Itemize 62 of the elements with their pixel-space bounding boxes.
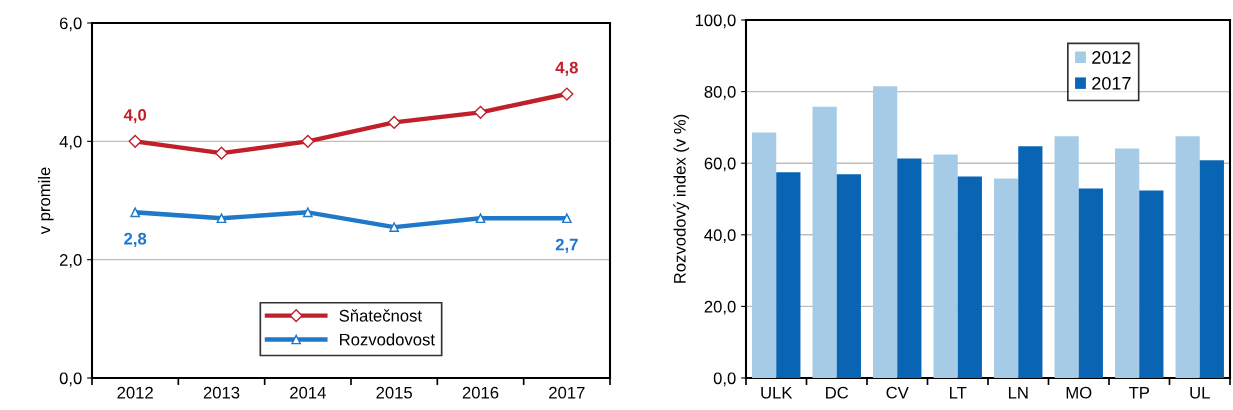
point [475, 213, 486, 224]
y-tick-label: 80,0 [704, 86, 736, 100]
x-tick-label: DC [826, 386, 849, 399]
data-label: 4,0 [123, 109, 147, 124]
legend-label: 2012 [1092, 51, 1131, 64]
bar [776, 172, 801, 378]
y-tick-label: 20,0 [704, 300, 736, 315]
bar [933, 154, 958, 378]
y-tick-label: 0,0 [713, 372, 736, 387]
bar [1175, 136, 1200, 378]
legend-label: Rozvodovost [340, 333, 435, 346]
y-tick-label: 6,0 [59, 17, 82, 32]
y-tick-label: 4,0 [59, 135, 82, 150]
bar [1139, 190, 1164, 378]
x-tick-label: 2012 [117, 386, 153, 399]
bar [1054, 136, 1079, 378]
point [128, 134, 142, 148]
bar [752, 132, 777, 378]
point [560, 87, 574, 101]
bar [812, 106, 837, 378]
x-tick-label: TP [1128, 386, 1150, 399]
bar [994, 178, 1019, 378]
data-label: 2,7 [555, 238, 578, 253]
point [302, 207, 313, 218]
x-tick-label: 2013 [203, 386, 240, 399]
legend-label: Sňatečnost [339, 309, 422, 322]
x-tick-label: 2015 [376, 386, 413, 399]
y-tick-label: 60,0 [704, 157, 736, 172]
point [214, 146, 229, 160]
x-tick-label: 2016 [462, 386, 499, 399]
x-tick-label: 2017 [549, 386, 585, 399]
point [561, 213, 572, 224]
x-tick-label: 2014 [290, 386, 326, 399]
x-tick-label: CV [886, 386, 909, 399]
x-tick-label: ULK [761, 386, 793, 399]
x-tick-label: UL [1190, 386, 1210, 399]
legend-label: 2017 [1092, 76, 1131, 90]
bar [1115, 148, 1140, 378]
point [389, 222, 400, 232]
point [387, 115, 401, 129]
bar [1199, 160, 1224, 378]
y-axis-title: v promile [38, 167, 54, 235]
data-label: 2,8 [124, 232, 147, 247]
x-tick-label: MO [1066, 386, 1092, 399]
bar [1018, 146, 1043, 378]
bar [957, 176, 982, 378]
point [130, 207, 141, 218]
data-label: 4,8 [555, 61, 578, 76]
point [473, 105, 488, 119]
point [301, 134, 315, 148]
y-tick-label: 2,0 [59, 254, 82, 268]
y-tick-label: 0,0 [59, 372, 82, 387]
bar [897, 158, 922, 378]
point [216, 213, 227, 224]
y-axis-title: Rozvodový index (v %) [673, 114, 690, 283]
x-tick-label: LN [1008, 386, 1028, 399]
bar [873, 86, 898, 378]
x-tick-label: LT [950, 386, 967, 399]
bar [1078, 188, 1103, 378]
y-tick-label: 100,0 [695, 14, 736, 29]
y-tick-label: 40,0 [704, 229, 736, 243]
bar [836, 174, 861, 378]
